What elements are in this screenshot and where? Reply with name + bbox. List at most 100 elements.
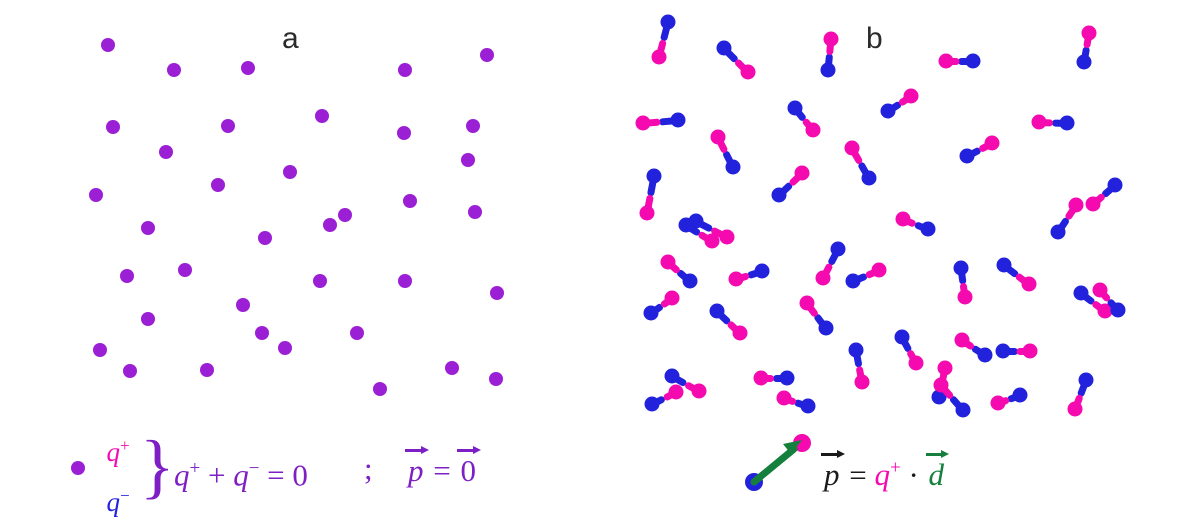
dipole-negative-charge-dot	[1107, 177, 1123, 193]
dipole-positive-charge-dot	[823, 31, 839, 47]
particle-dot	[373, 382, 387, 396]
charge-legend-stack: q+ q−	[94, 424, 142, 520]
dipole-negative-charge-dot	[818, 320, 834, 336]
dipole-positive-charge-dot	[635, 115, 651, 131]
particle-dot	[255, 326, 269, 340]
particle-dot	[236, 298, 250, 312]
dipole-positive-charge-dot	[691, 383, 707, 399]
particle-dot	[338, 208, 352, 222]
eq-a-q1-sup: +	[189, 458, 201, 479]
legend-brace: }	[140, 426, 175, 506]
particle-dot	[221, 119, 235, 133]
particle-dot	[490, 286, 504, 300]
dipole-negative-charge-dot	[670, 112, 686, 128]
particle-dot	[445, 361, 459, 375]
panel-b-dipole-field	[600, 0, 1200, 418]
particle-dot	[398, 63, 412, 77]
particle-dot	[466, 119, 480, 133]
equation-separator: ;	[364, 451, 373, 486]
eq-a-equals: =	[267, 457, 285, 493]
dipole-positive-charge-dot	[1081, 25, 1097, 41]
dipole-positive-charge-dot	[815, 270, 831, 286]
dipole-negative-charge-dot	[660, 14, 676, 30]
dipole-positive-charge-dot	[1068, 197, 1084, 213]
dipole-negative-charge-dot	[1078, 372, 1094, 388]
dipole-negative-charge-dot	[682, 273, 698, 289]
particle-dot	[323, 218, 337, 232]
eq-a-q2-sup: −	[248, 458, 260, 479]
dipole-negative-charge-dot	[1110, 302, 1126, 318]
dipole-positive-charge-dot	[871, 262, 887, 278]
particle-dot	[315, 109, 329, 123]
particle-dot	[167, 63, 181, 77]
dipole-negative-charge-dot	[995, 343, 1011, 359]
eq-a-plus: +	[207, 457, 226, 493]
dipole-negative-charge-dot	[787, 100, 803, 116]
dipole-positive-charge-dot	[1022, 343, 1038, 359]
particle-dot	[283, 165, 297, 179]
dipole-negative-charge-dot	[754, 263, 770, 279]
vector-d-symbol: d	[925, 449, 950, 498]
dipole-negative-charge-dot	[920, 221, 936, 237]
equation-dipole-moment: p = q+ · d	[821, 446, 950, 498]
eq-b-q-positive: q+	[874, 457, 901, 493]
dipole-positive-charge-dot	[651, 49, 667, 65]
dipole-positive-charge-dot	[660, 254, 676, 270]
dipole-negative-charge-dot	[646, 168, 662, 184]
dipole-negative-charge-dot	[716, 40, 732, 56]
dipole-positive-charge-dot	[1031, 114, 1047, 130]
dipole-negative-charge-dot	[1012, 387, 1028, 403]
dipole-positive-charge-dot	[990, 395, 1006, 411]
dipole-negative-charge-dot	[880, 103, 896, 119]
eq-b-dot-operator: ·	[908, 457, 919, 493]
dipole-positive-charge-dot	[1067, 401, 1083, 417]
dipole-negative-charge-dot	[1059, 115, 1075, 131]
dipole-positive-charge-dot	[1085, 196, 1101, 212]
dipole-positive-charge-dot	[668, 384, 684, 400]
particle-dot	[89, 188, 103, 202]
dipole-negative-charge-dot	[820, 62, 836, 78]
dipole-positive-charge-dot	[937, 360, 953, 376]
vector-p-symbol: p	[405, 445, 429, 494]
dipole-negative-charge-dot	[709, 303, 725, 319]
particle-dot	[178, 263, 192, 277]
particle-dot	[468, 205, 482, 219]
panel-label-b: b	[866, 22, 883, 55]
dipole-positive-charge-dot	[954, 332, 970, 348]
particle-dot	[241, 61, 255, 75]
particle-dot	[397, 126, 411, 140]
panel-a-particle-field	[0, 0, 600, 415]
dipole-negative-charge-dot	[644, 396, 660, 412]
equation-charge-neutrality: q+ + q− = 0	[174, 446, 308, 498]
particle-dot	[403, 194, 417, 208]
dipole-negative-charge-dot	[664, 368, 680, 384]
dipole-positive-charge-dot	[728, 271, 744, 287]
eq-a-q2: q	[233, 457, 249, 493]
dipole-negative-charge-dot	[779, 370, 795, 386]
particle-dot	[489, 372, 503, 386]
particle-dot	[461, 153, 475, 167]
dipole-positive-charge-dot	[664, 290, 680, 306]
dipole-positive-charge-dot	[1097, 303, 1113, 319]
particle-dot	[101, 38, 115, 52]
particle-dot	[480, 48, 494, 62]
dipole-positive-charge-dot	[704, 233, 720, 249]
particle-dot	[159, 145, 173, 159]
particle-dot	[123, 364, 137, 378]
dipole-negative-charge-dot	[894, 329, 910, 345]
dipole-negative-charge-dot	[830, 241, 846, 257]
equation-dipole-moment-zero: p = 0	[405, 445, 481, 494]
dipole-negative-charge-dot	[643, 305, 659, 321]
dipole-negative-charge-dot	[1050, 224, 1066, 240]
dipole-negative-charge-dot	[771, 187, 787, 203]
dipole-positive-charge-dot	[938, 53, 954, 69]
particle-dot	[398, 274, 412, 288]
dipole-positive-charge-dot	[1092, 282, 1108, 298]
dipole-negative-charge-dot	[965, 53, 981, 69]
dipole-positive-charge-dot	[903, 88, 919, 104]
particle-dot	[120, 269, 134, 283]
eq-a-zero: 0	[292, 457, 308, 493]
particle-dot	[141, 312, 155, 326]
dipole-positive-charge-dot	[1021, 276, 1037, 292]
dipole-negative-charge-dot	[953, 260, 969, 276]
